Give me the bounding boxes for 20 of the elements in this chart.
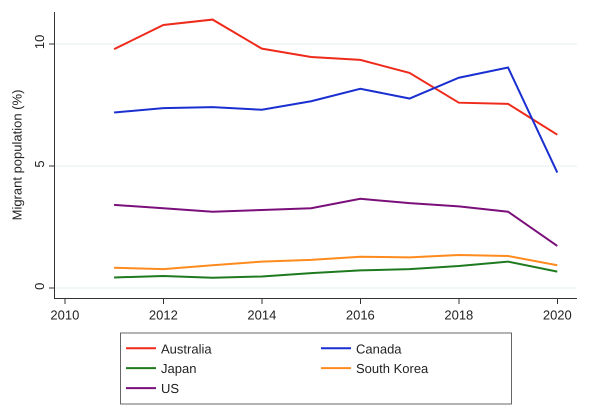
y-tick-label: 10 (32, 34, 47, 50)
y-tick-label: 0 (32, 282, 47, 290)
legend-label: South Korea (356, 361, 430, 376)
line-series (113, 66, 558, 174)
x-tick-label: 2010 (50, 308, 80, 323)
x-tick-label: 2016 (346, 308, 375, 323)
y-tick-label: 5 (32, 160, 47, 168)
line-series (113, 254, 558, 270)
x-tick-label: 2012 (148, 308, 178, 323)
x-tick-label: 2014 (247, 308, 276, 323)
line-series (113, 18, 558, 136)
y-axis-title: Migrant population (%) (10, 90, 25, 220)
x-tick-label: 2020 (542, 308, 572, 323)
x-tick-label: 2018 (444, 308, 474, 323)
legend-label: Canada (356, 341, 402, 356)
line-series (113, 260, 558, 279)
legend-label: Japan (161, 361, 196, 376)
legend-label: US (161, 381, 180, 396)
legend-label: Australia (161, 341, 212, 356)
line-series (113, 198, 558, 247)
